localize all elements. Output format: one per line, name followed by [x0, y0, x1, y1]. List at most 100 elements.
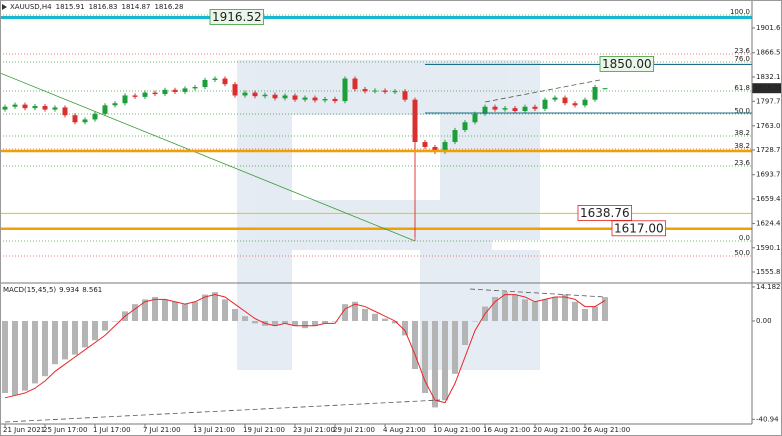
y-tick-label: 1797.70 [756, 97, 782, 105]
watermark [237, 60, 540, 370]
macd-bar [542, 299, 548, 321]
fib-label: 76.0 [734, 55, 750, 63]
candle-body [482, 106, 488, 114]
macd-bar [112, 320, 118, 322]
level-label: 1617.00 [611, 220, 667, 237]
candle-body [382, 90, 388, 92]
x-tick-label: 13 Jul 21:00 [193, 426, 235, 434]
macd-bar [362, 308, 368, 321]
fib-label: 50.0 [734, 107, 750, 115]
y-tick-label: -40.94 [756, 415, 779, 423]
candle-body [282, 95, 288, 99]
macd-bar [322, 320, 328, 324]
macd-bar [602, 297, 608, 321]
candle-body [92, 113, 98, 120]
candle-body [192, 86, 198, 89]
fib-label: 23.6 [734, 47, 750, 55]
macd-bar [382, 318, 388, 321]
candle-body [292, 95, 298, 100]
macd-bar [242, 316, 248, 321]
fib-label: 50.0 [734, 249, 750, 257]
candle-body [502, 108, 508, 110]
x-tick-label: 26 Aug 21:00 [583, 426, 630, 434]
macd-bar [282, 320, 288, 324]
y-tick-label: 1693.70 [756, 171, 782, 179]
macd-bar [252, 320, 258, 324]
candle-body [442, 142, 448, 152]
macd-bar [162, 299, 168, 321]
ohlc-value: 1816.28 [154, 3, 183, 11]
macd-bar [52, 320, 58, 365]
macd-bar [402, 320, 408, 336]
macd-title: MACD(15,45,5) [3, 286, 56, 294]
fib-label: 38.2 [734, 142, 750, 150]
candle-body [172, 89, 178, 92]
macd-bar [572, 301, 578, 321]
candle-body [312, 97, 318, 101]
candle-body [322, 98, 328, 101]
macd-bar [222, 299, 228, 321]
candle-body [462, 122, 468, 131]
candle-body [52, 107, 58, 110]
macd-bar [332, 320, 338, 322]
x-tick-label: 25 Jun 17:00 [43, 426, 87, 434]
price-value: 1816.28 [754, 84, 782, 92]
trend-line [484, 79, 601, 103]
level-box [611, 220, 667, 237]
fib-label: 38.2 [734, 129, 750, 137]
candle-body [132, 95, 138, 97]
candle-body [352, 78, 358, 90]
candle-body [602, 88, 608, 90]
macd-bar [512, 294, 518, 321]
macd-bar [72, 320, 78, 355]
symbol: XAUUSD,H4 [10, 3, 52, 11]
macd-bar [152, 296, 158, 321]
candle-body [332, 98, 338, 102]
candle-body [182, 88, 188, 92]
macd-bar [532, 301, 538, 321]
macd-bar [522, 299, 528, 321]
candle-body [422, 142, 428, 147]
y-tick-label: 1866.56 [756, 49, 782, 57]
macd-bar [312, 320, 318, 326]
candle-body [522, 106, 528, 111]
candle-body [22, 104, 28, 109]
watermark-part [292, 60, 492, 115]
ohlc-value: 1815.91 [56, 3, 85, 11]
macd-bar [132, 304, 138, 321]
candle-body [392, 91, 398, 93]
trend-line [0, 72, 416, 242]
candle-body [452, 130, 458, 143]
x-tick-label: 29 Jul 21:00 [333, 426, 375, 434]
macd-bar [452, 320, 458, 374]
watermark-part [292, 200, 492, 250]
plot-layer: 1901.66 1866.56 1832.15 1797.70 1763.00 1728.… [0, 3, 782, 434]
x-tick-label: 1 Jul 17:00 [93, 426, 131, 434]
header: XAUUSD,H4 1815.91 1816.83 1814.87 1816.28 [10, 3, 183, 11]
candle-body [222, 78, 228, 85]
level-box [209, 9, 265, 25]
candle-body [162, 89, 168, 95]
level-label: 1638.76 [577, 205, 633, 221]
macd-bar [442, 320, 448, 401]
macd-bar [102, 320, 108, 331]
macd-bar [212, 292, 218, 321]
macd-bar [302, 320, 308, 329]
macd-bar [202, 294, 208, 321]
candle-body [572, 103, 578, 106]
candle-body [212, 78, 218, 80]
candle-body [142, 92, 148, 97]
candle-body [302, 97, 308, 100]
candle-body [592, 86, 598, 100]
fib-label: 23.6 [734, 159, 750, 167]
macd-bar [432, 320, 438, 408]
macd-bar [232, 308, 238, 321]
y-tick-label: 1624.40 [756, 220, 782, 228]
macd-bar [12, 320, 18, 396]
y-tick-label: 1590.10 [756, 244, 782, 252]
macd-bar [492, 296, 498, 321]
candle-body [72, 115, 78, 123]
macd-bar [32, 320, 38, 384]
y-tick-label: 0.00 [756, 317, 772, 325]
